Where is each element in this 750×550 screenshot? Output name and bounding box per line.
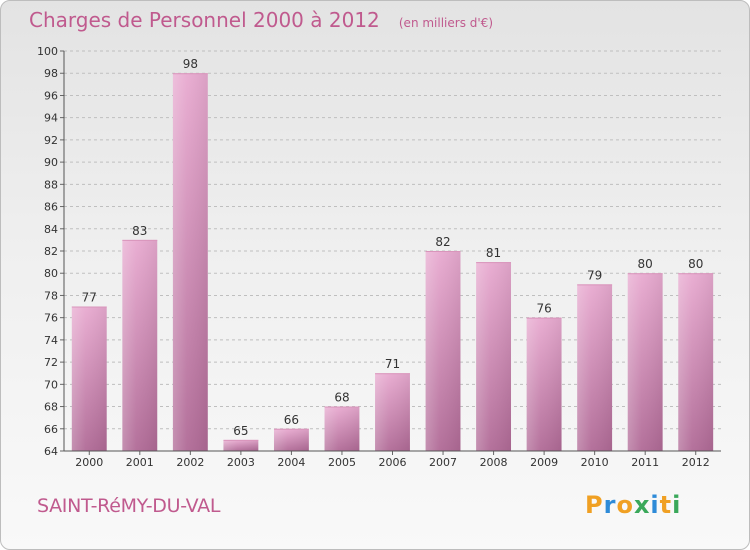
data-label: 79 [587, 268, 602, 282]
bar-2009 [526, 317, 562, 451]
data-label: 68 [334, 391, 349, 405]
town-name: SAINT-RéMY-DU-VAL [37, 495, 221, 517]
y-tick-label: 86 [44, 201, 58, 214]
data-label: 83 [132, 224, 147, 238]
x-tick-label: 2003 [227, 456, 255, 469]
bar-sheen [476, 262, 512, 451]
bar-sheen [678, 273, 714, 451]
x-tick-label: 2008 [480, 456, 508, 469]
logo-letter: o [616, 491, 634, 519]
y-axis-ticks: 64 66 68 70 72 74 76 78 80 82 84 86 88 90 92 94 96 98 100 [37, 45, 64, 458]
data-label: 66 [284, 413, 299, 427]
bar-sheen [273, 428, 309, 451]
bar-sheen [627, 273, 663, 451]
data-label: 71 [385, 357, 400, 371]
bar-2007 [425, 251, 461, 451]
y-tick-label: 90 [44, 156, 58, 169]
data-label: 82 [435, 235, 450, 249]
bar-sheen [324, 406, 360, 451]
x-tick-label: 2006 [379, 456, 407, 469]
bar-sheen [526, 317, 562, 451]
data-label: 80 [638, 257, 653, 271]
logo-letter: t [659, 491, 673, 519]
y-tick-label: 84 [44, 223, 58, 236]
bar-2005 [324, 406, 360, 451]
data-label: 65 [233, 424, 248, 438]
bar-2006 [375, 373, 410, 451]
logo-letter: P [585, 491, 604, 519]
x-tick-label: 2001 [126, 456, 154, 469]
bar-sheen [425, 251, 461, 451]
logo-letter: r [603, 491, 617, 519]
bar-sheen [577, 284, 613, 451]
y-tick-label: 92 [44, 134, 58, 147]
y-tick-label: 78 [44, 289, 58, 302]
data-label: 98 [183, 57, 198, 71]
bar-2003 [223, 439, 259, 451]
chart-title: Charges de Personnel 2000 à 2012 [29, 8, 380, 32]
x-tick-label: 2010 [581, 456, 609, 469]
data-label: 80 [688, 257, 703, 271]
bar-2002 [172, 73, 208, 451]
y-tick-label: 68 [44, 401, 58, 414]
logo-letter: i [650, 491, 660, 519]
y-tick-label: 70 [44, 378, 58, 391]
x-tick-label: 2009 [530, 456, 558, 469]
y-tick-label: 96 [44, 89, 58, 102]
logo-letter: x [633, 491, 651, 519]
x-axis-ticks: 2000 2001 2002 2003 2004 2005 2006 2007 2008 2009… [75, 451, 710, 469]
logo-letter: i [672, 491, 682, 519]
data-labels: 77 83 98 65 66 68 71 82 81 76 79 80 80 [82, 57, 704, 438]
bars [71, 73, 714, 451]
bar-sheen [375, 373, 410, 451]
bar-sheen [172, 73, 208, 451]
bar-2001 [122, 239, 158, 451]
y-tick-label: 80 [44, 267, 58, 280]
data-label: 76 [536, 302, 551, 316]
bar-2004 [273, 428, 309, 451]
bar-2000 [71, 306, 107, 451]
y-tick-label: 74 [44, 334, 58, 347]
x-tick-label: 2012 [682, 456, 710, 469]
bar-sheen [223, 439, 259, 451]
y-tick-label: 66 [44, 423, 58, 436]
y-tick-label: 88 [44, 178, 58, 191]
y-tick-label: 94 [44, 112, 58, 125]
bar-2010 [577, 284, 613, 451]
bar-2011 [627, 273, 663, 451]
data-label: 81 [486, 246, 501, 260]
grid-lines [64, 50, 721, 430]
unit-note: (en milliers d'€) [398, 16, 493, 30]
x-tick-label: 2002 [176, 456, 204, 469]
x-tick-label: 2005 [328, 456, 356, 469]
data-label: 77 [82, 291, 97, 305]
y-tick-label: 82 [44, 245, 58, 258]
x-tick-label: 2000 [75, 456, 103, 469]
chart-title-block: Charges de Personnel 2000 à 2012 (en mil… [29, 8, 493, 32]
bar-2012 [678, 273, 714, 451]
bar-sheen [122, 239, 158, 451]
y-tick-label: 100 [37, 45, 58, 58]
x-tick-label: 2011 [631, 456, 659, 469]
x-tick-label: 2004 [277, 456, 305, 469]
bar-sheen [71, 306, 107, 451]
x-tick-label: 2007 [429, 456, 457, 469]
y-tick-label: 64 [44, 445, 58, 458]
bar-2008 [476, 262, 512, 451]
y-tick-label: 98 [44, 67, 58, 80]
proxiti-logo: Proxiti [585, 491, 681, 519]
y-tick-label: 72 [44, 356, 58, 369]
y-tick-label: 76 [44, 312, 58, 325]
